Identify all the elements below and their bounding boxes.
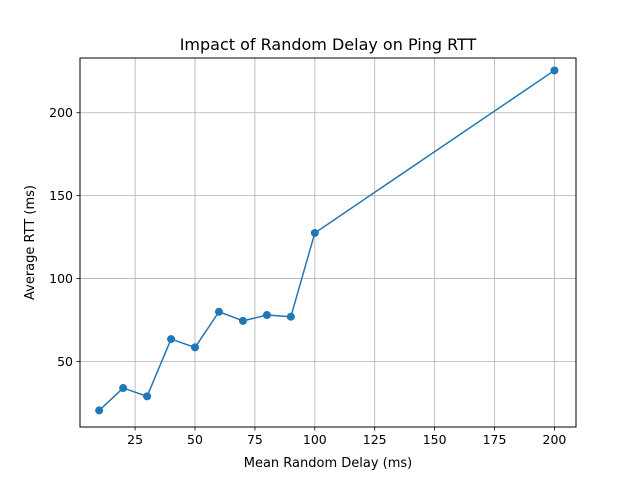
x-tick-label: 125 [363,432,387,447]
x-tick-label: 50 [187,432,203,447]
x-tick-label: 200 [543,432,567,447]
chart-title: Impact of Random Delay on Ping RTT [180,35,477,54]
ticks: 25 50 75 100 125 150 175 200 50 100 150 200 [49,105,566,447]
data-point [95,406,104,415]
plot-frame [79,57,577,428]
data-point [310,228,319,237]
data-point [191,343,200,352]
y-axis-label: Average RTT (ms) [23,185,38,300]
data-point [238,316,247,325]
y-tick-label: 150 [49,188,73,203]
x-tick-label: 175 [483,432,507,447]
data-point [550,66,559,75]
data-point [143,392,152,401]
data-point [167,335,176,344]
x-tick-label: 150 [423,432,447,447]
grid [80,58,576,427]
data-point [262,311,271,320]
x-axis-label: Mean Random Delay (ms) [244,456,413,471]
data-point [286,312,295,321]
y-tick-label: 100 [49,271,73,286]
x-tick-label: 75 [247,432,263,447]
x-tick-label: 25 [127,432,143,447]
series-group [95,66,559,415]
data-point [214,307,223,316]
x-tick-label: 100 [303,432,327,447]
y-tick-label: 200 [49,105,73,120]
y-tick-label: 50 [57,354,73,369]
data-point [119,384,128,393]
